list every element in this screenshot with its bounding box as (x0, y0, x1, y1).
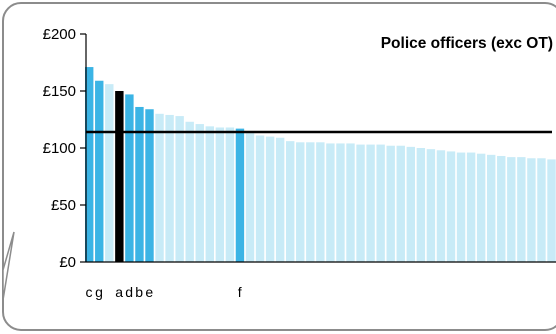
bar-24 (316, 142, 325, 262)
bar-14 (215, 127, 225, 262)
bar-37 (446, 151, 456, 262)
y-tick-label: £150 (43, 83, 76, 100)
bar-47 (547, 159, 556, 262)
bar-8 (155, 113, 164, 262)
bar-40 (476, 153, 486, 262)
bar-25 (326, 143, 335, 262)
y-tick-label: £100 (43, 140, 76, 157)
bar-46 (537, 158, 546, 262)
bar-28 (356, 144, 365, 262)
bar-16 (235, 128, 245, 262)
y-tick-label: £50 (51, 197, 76, 214)
bar-42 (497, 155, 506, 262)
bar-41 (487, 154, 496, 262)
bar-43 (507, 157, 516, 262)
bar-17 (245, 133, 255, 262)
bar-44 (517, 157, 526, 262)
category-label-g: g (95, 284, 103, 300)
bar-2 (95, 80, 104, 263)
bar-39 (466, 152, 476, 262)
bar-27 (346, 143, 355, 262)
bar-36 (436, 150, 446, 262)
category-label-c: c (85, 284, 93, 300)
bar-15 (225, 127, 235, 262)
page-curl (2, 231, 15, 301)
y-axis: £0 £50 £100 £150 £200 (43, 26, 556, 271)
bar-13 (205, 126, 214, 262)
bar-7 (145, 109, 154, 263)
bar-29 (366, 144, 375, 262)
category-label-a: a (115, 284, 123, 300)
bar-5 (125, 94, 134, 262)
bar-20 (275, 137, 285, 262)
bar-33 (406, 146, 415, 262)
category-label-f: f (238, 284, 242, 300)
bar-9 (165, 114, 174, 262)
bar-23 (306, 142, 315, 262)
bars-group (85, 67, 556, 263)
bar-21 (286, 141, 295, 262)
bar-26 (336, 143, 345, 262)
bar-32 (396, 145, 405, 262)
bar-4 (115, 91, 124, 262)
bar-45 (527, 158, 536, 262)
bar-38 (456, 152, 466, 262)
bar-12 (195, 124, 204, 262)
bar-19 (265, 136, 275, 262)
bar-6 (135, 106, 144, 263)
bar-34 (416, 148, 426, 262)
bar-22 (296, 142, 305, 262)
bar-10 (175, 116, 184, 262)
y-tick-label: £0 (59, 254, 76, 271)
category-label-b: b (135, 284, 143, 300)
bar-30 (376, 144, 385, 262)
chart-title: Police officers (exc OT) (381, 35, 553, 52)
bar-3 (105, 84, 114, 262)
bar-18 (255, 135, 265, 262)
bar-1 (85, 67, 94, 262)
bar-35 (426, 149, 436, 262)
category-label-e: e (145, 284, 153, 300)
bar-31 (386, 145, 395, 262)
bar-11 (185, 121, 194, 262)
y-tick-label: £200 (43, 26, 76, 43)
category-label-d: d (125, 284, 133, 300)
